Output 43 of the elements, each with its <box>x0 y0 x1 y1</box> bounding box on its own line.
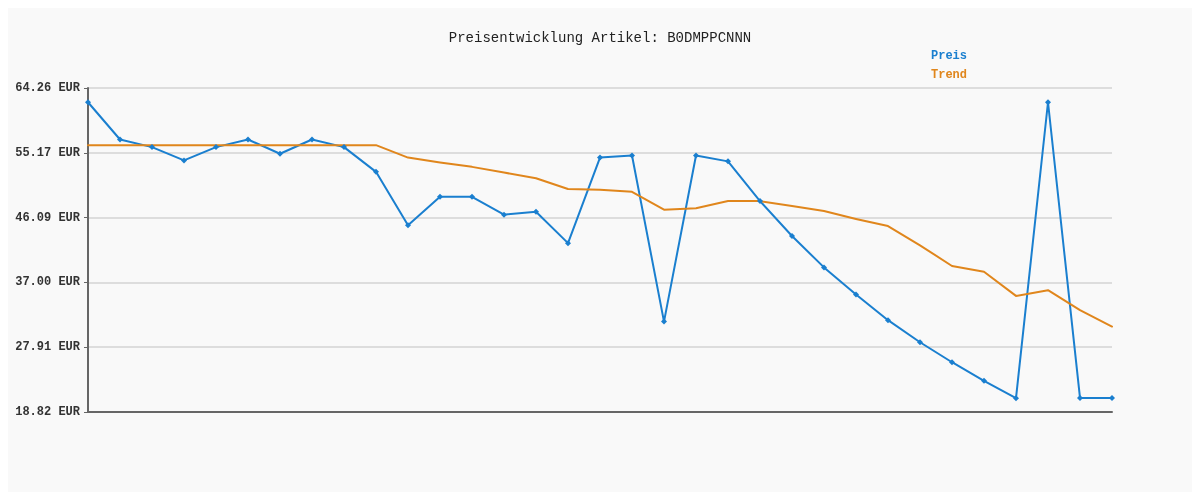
line-series <box>87 144 1113 328</box>
point <box>1013 395 1019 402</box>
y-tick-label: 37.00 EUR <box>15 275 81 290</box>
text: Preis <box>930 49 968 63</box>
point <box>597 154 603 161</box>
y-tick-label: 27.91 EUR <box>15 340 81 355</box>
point <box>917 339 923 346</box>
point <box>1109 394 1115 401</box>
point <box>693 152 699 159</box>
point <box>725 158 731 165</box>
point <box>245 136 251 143</box>
point <box>1077 394 1083 401</box>
point <box>1045 99 1051 106</box>
point <box>853 291 859 298</box>
point <box>341 144 347 151</box>
point <box>277 150 283 157</box>
point <box>661 318 667 325</box>
y-tick-label: 18.82 EUR <box>15 405 81 419</box>
text: Trend <box>930 68 968 82</box>
point <box>213 144 219 151</box>
y-tick-label: 64.26 EUR <box>15 81 81 95</box>
point <box>405 222 411 229</box>
point <box>981 377 987 384</box>
point <box>181 157 187 164</box>
point <box>501 211 507 218</box>
point <box>309 136 315 143</box>
point <box>789 233 795 240</box>
point <box>885 317 891 324</box>
y-tick-label: 55.17 EUR <box>15 145 81 160</box>
y-tick-label: 46.09 EUR <box>15 210 81 225</box>
point <box>629 152 635 159</box>
point <box>373 168 379 175</box>
point <box>821 264 827 271</box>
point <box>437 193 443 200</box>
point <box>533 208 539 215</box>
point <box>565 240 571 247</box>
point <box>149 144 155 151</box>
chart-title: Preisentwicklung Artikel: B0DMPPCNNN <box>448 30 752 46</box>
point <box>469 193 475 200</box>
point <box>757 198 763 205</box>
point <box>949 359 955 366</box>
point <box>85 99 91 106</box>
point <box>117 136 123 143</box>
